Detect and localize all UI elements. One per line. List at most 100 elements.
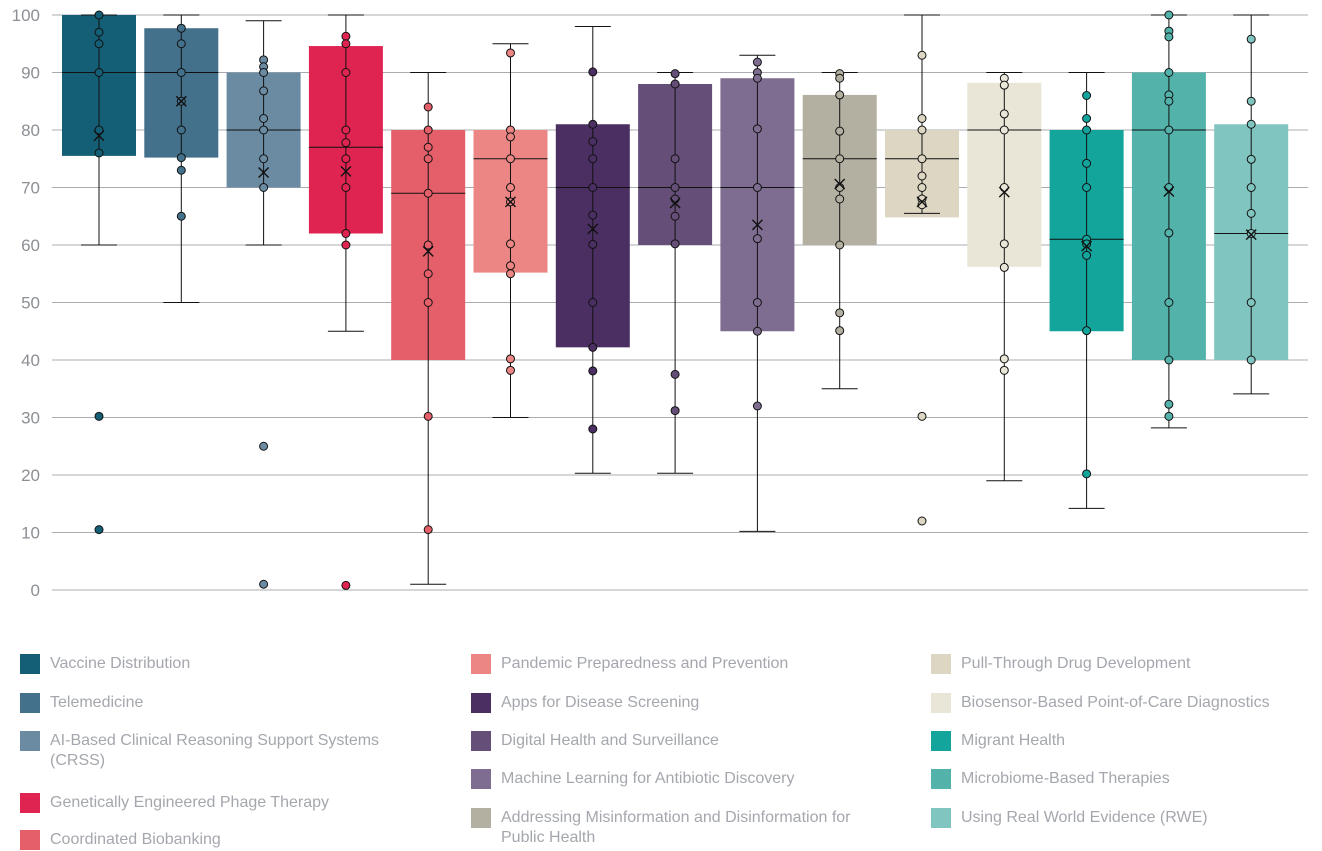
data-point xyxy=(506,154,515,164)
data-point xyxy=(1164,411,1174,421)
legend-swatch xyxy=(471,808,491,828)
data-point xyxy=(506,261,515,271)
data-point xyxy=(1164,125,1174,135)
data-point xyxy=(999,239,1009,249)
legend-swatch xyxy=(931,769,951,789)
data-point xyxy=(999,262,1009,272)
data-point xyxy=(670,183,680,192)
data-point xyxy=(94,411,104,421)
data-point xyxy=(176,68,186,77)
y-tick-label: 30 xyxy=(21,409,40,428)
data-point xyxy=(1246,154,1256,164)
legend-swatch xyxy=(471,693,491,713)
data-point xyxy=(176,23,186,33)
data-point xyxy=(259,114,269,123)
box-group xyxy=(1049,72,1124,509)
legend-label: Biosensor-Based Point-of-Care Diagnostic… xyxy=(961,694,1270,711)
data-point xyxy=(1082,239,1092,249)
mean-marker xyxy=(1081,240,1093,252)
box-group xyxy=(555,26,630,474)
legend-swatch xyxy=(20,654,40,674)
data-point xyxy=(917,171,927,181)
data-point xyxy=(999,125,1009,135)
data-point xyxy=(341,125,351,135)
data-point xyxy=(176,165,186,175)
data-point xyxy=(1246,229,1256,238)
legend-label: Using Real World Evidence (RWE) xyxy=(961,809,1208,826)
data-point xyxy=(1246,355,1256,365)
mean-marker xyxy=(258,167,270,179)
legend-item: Vaccine Distribution xyxy=(20,654,430,674)
data-point xyxy=(917,516,927,526)
box-group xyxy=(308,14,383,590)
y-axis-tick-labels: 0 10 20 30 40 50 60 70 80 90 100 xyxy=(12,6,40,600)
data-point xyxy=(1246,208,1256,218)
boxes xyxy=(62,10,1289,590)
data-point xyxy=(999,109,1009,119)
legend-item: Microbiome-Based Therapies xyxy=(931,769,1321,789)
box-group xyxy=(1131,10,1206,429)
mean-marker xyxy=(340,165,352,177)
data-point xyxy=(670,69,680,79)
data-point xyxy=(917,183,927,192)
data-point xyxy=(752,234,762,244)
data-point xyxy=(752,73,762,83)
data-point xyxy=(588,137,598,146)
legend-item: Machine Learning for Antibiotic Discover… xyxy=(471,769,881,789)
mean-marker xyxy=(93,130,105,142)
data-point xyxy=(341,39,351,49)
data-point xyxy=(1164,399,1174,409)
data-point xyxy=(752,124,762,134)
box-group xyxy=(720,54,795,532)
legend-label: Genetically Engineered Phage Therapy xyxy=(50,794,329,811)
data-point xyxy=(1246,119,1256,129)
data-point xyxy=(506,354,515,364)
legend-item: AI-Based Clinical Reasoning Support Syst… xyxy=(20,731,430,771)
y-tick-label: 80 xyxy=(21,121,40,140)
data-point xyxy=(423,269,433,279)
data-point xyxy=(1082,125,1092,135)
data-point xyxy=(670,369,680,379)
data-point xyxy=(1082,326,1092,336)
data-point xyxy=(835,154,845,164)
data-point xyxy=(670,239,680,249)
data-point xyxy=(341,154,351,164)
y-tick-label: 70 xyxy=(21,179,40,198)
data-point xyxy=(917,411,927,421)
legend-swatch xyxy=(471,731,491,751)
data-point xyxy=(752,183,762,192)
data-point xyxy=(917,154,927,164)
data-point xyxy=(1164,32,1174,42)
legend-label: Apps for Disease Screening xyxy=(501,694,700,711)
data-point xyxy=(1082,158,1092,168)
data-point xyxy=(259,68,269,77)
legend-swatch xyxy=(20,693,40,713)
data-point xyxy=(835,194,845,204)
data-point xyxy=(588,298,598,307)
data-point xyxy=(588,366,598,376)
data-point xyxy=(835,90,845,100)
legend-label: Pull-Through Drug Development xyxy=(961,655,1191,672)
data-point xyxy=(1164,96,1174,106)
data-point xyxy=(1164,298,1174,307)
data-point xyxy=(1164,68,1174,77)
data-point xyxy=(506,183,515,192)
y-tick-label: 40 xyxy=(21,351,40,370)
data-point xyxy=(259,125,269,135)
data-point xyxy=(1246,96,1256,106)
mean-marker xyxy=(422,245,434,257)
data-point xyxy=(752,401,762,411)
legend-item: Coordinated Biobanking xyxy=(20,830,430,850)
data-point xyxy=(259,154,269,164)
data-point xyxy=(1246,298,1256,307)
legend-swatch xyxy=(20,830,40,850)
legend-item: Digital Health and Surveillance xyxy=(471,731,881,751)
data-point xyxy=(259,86,269,96)
box-group xyxy=(885,14,959,526)
legend-label: Microbiome-Based Therapies xyxy=(961,770,1170,787)
data-point xyxy=(835,240,845,250)
data-point xyxy=(588,210,598,220)
box-group xyxy=(226,20,301,589)
data-point xyxy=(1164,228,1174,238)
data-point xyxy=(94,125,104,135)
